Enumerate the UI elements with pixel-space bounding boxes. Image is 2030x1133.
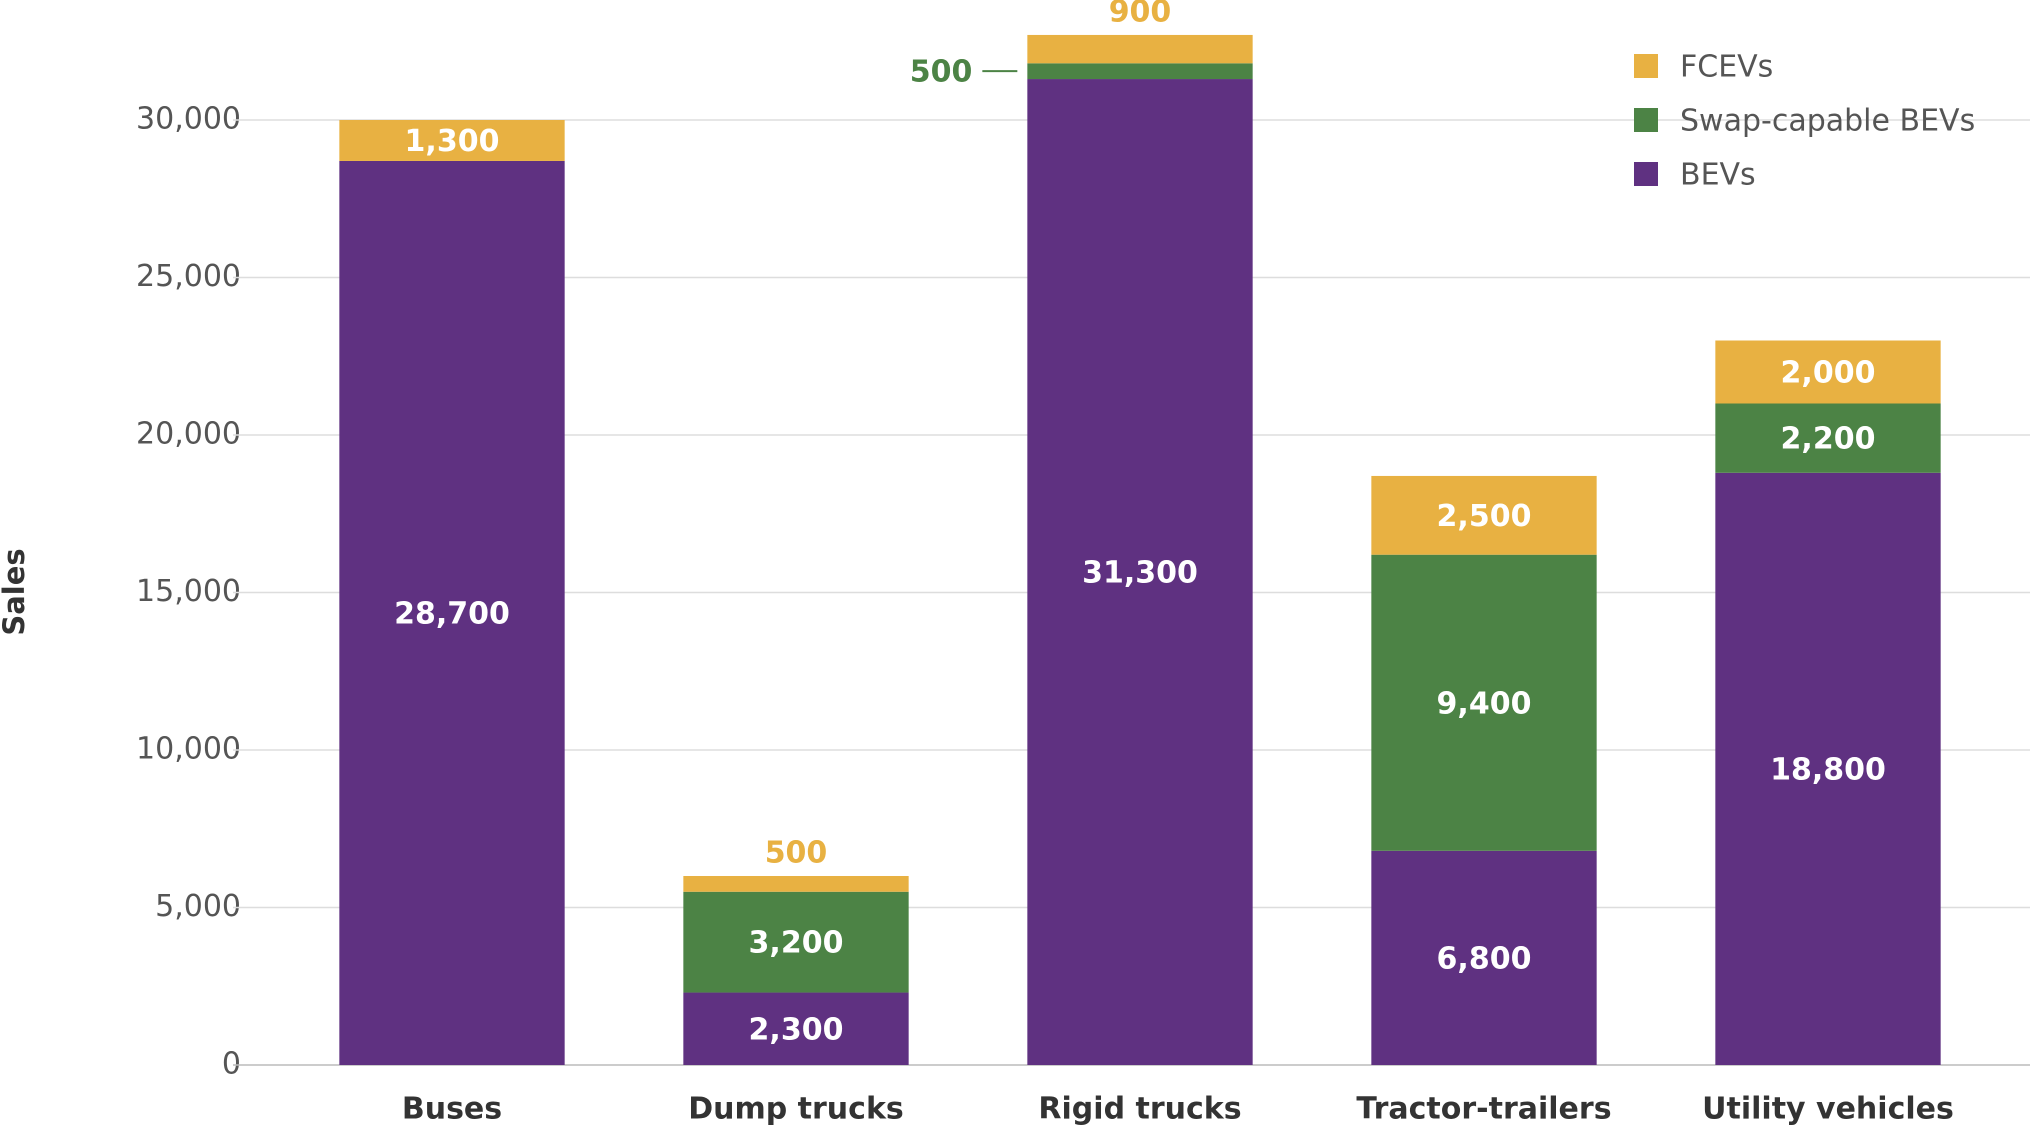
y-tick-label: 10,000 xyxy=(136,732,241,767)
bar-segment xyxy=(339,160,565,1065)
x-tick-label: Rigid trucks xyxy=(1038,1092,1241,1127)
data-label: 31,300 xyxy=(1082,556,1198,591)
y-tick-label: 25,000 xyxy=(136,259,241,294)
data-label: 18,800 xyxy=(1770,752,1886,787)
data-label: 500 xyxy=(765,836,828,871)
bar-segment xyxy=(1371,554,1597,851)
bar-segment xyxy=(683,992,909,1065)
y-tick-label: 30,000 xyxy=(136,102,241,137)
data-label: 9,400 xyxy=(1437,686,1532,721)
data-label: 28,700 xyxy=(394,596,510,631)
bar-segment xyxy=(1027,79,1253,1066)
bar-segment xyxy=(1715,340,1941,404)
y-tick-label: 5,000 xyxy=(155,889,241,924)
legend-swatch xyxy=(1634,108,1658,132)
legend-swatch xyxy=(1634,162,1658,186)
data-label: 2,000 xyxy=(1781,356,1876,391)
data-label: 2,500 xyxy=(1437,499,1532,534)
bar-segment xyxy=(1371,850,1597,1065)
bar-segment xyxy=(1027,34,1253,64)
y-tick-label: 0 xyxy=(222,1047,241,1082)
legend-label: Swap-capable BEVs xyxy=(1680,104,1975,139)
y-tick-label: 15,000 xyxy=(136,574,241,609)
x-tick-label: Utility vehicles xyxy=(1702,1092,1954,1127)
data-label: 1,300 xyxy=(405,124,500,159)
legend-label: FCEVs xyxy=(1680,50,1773,85)
data-label: 900 xyxy=(1109,0,1172,29)
y-tick-label: 20,000 xyxy=(136,417,241,452)
data-label: 3,200 xyxy=(749,926,844,961)
bar-segment xyxy=(1027,63,1253,80)
bar-segment xyxy=(683,891,909,993)
data-label: 2,300 xyxy=(749,1012,844,1047)
y-axis-title: Sales xyxy=(0,548,31,635)
x-tick-label: Tractor-trailers xyxy=(1356,1092,1611,1127)
bar-segment xyxy=(1371,475,1597,555)
bar-segment xyxy=(339,120,565,161)
x-tick-label: Dump trucks xyxy=(688,1092,904,1127)
bar-segment xyxy=(1715,403,1941,473)
data-label: 2,200 xyxy=(1781,422,1876,457)
bar-segment xyxy=(1715,472,1941,1065)
data-label: 500 xyxy=(910,55,973,90)
bar-segment xyxy=(683,876,909,892)
data-label: 6,800 xyxy=(1437,941,1532,976)
x-tick-label: Buses xyxy=(402,1092,502,1127)
legend-swatch xyxy=(1634,54,1658,78)
legend-label: BEVs xyxy=(1680,158,1756,193)
